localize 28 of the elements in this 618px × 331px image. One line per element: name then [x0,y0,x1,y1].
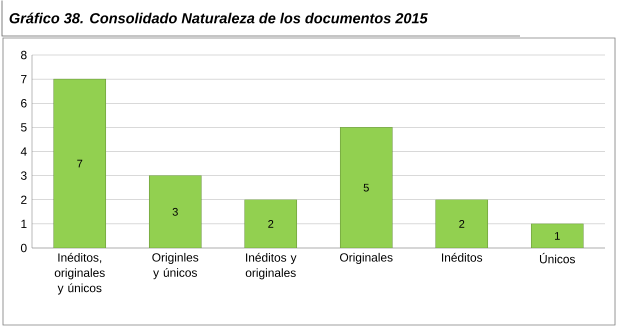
y-tick-label: 3 [20,171,27,180]
y-tick-label: 5 [20,123,27,132]
bar [435,199,488,248]
y-tick-label: 4 [20,147,27,156]
x-tick-label: Inéditos, originales y únicos [54,252,105,295]
data-label: 2 [459,220,464,228]
x-tick-label: Inéditos y originales [246,252,297,280]
y-tick-label: 7 [21,75,27,84]
x-tick-label: Originles y únicos [152,252,198,280]
x-tick-label: Únicos [540,252,575,264]
data-label: 7 [77,160,82,168]
data-label: 2 [268,220,274,228]
data-label: 5 [364,184,369,192]
x-tick-label: Originales [340,252,393,264]
y-tick-label: 6 [21,99,27,108]
bar [530,224,584,248]
y-tick-label: 8 [21,50,27,60]
y-tick-label: 2 [21,196,27,204]
y-tick-label: 0 [20,244,27,252]
bar [244,199,298,248]
y-tick-label: 1 [21,220,27,228]
bar [340,127,393,248]
data-label: 1 [555,232,560,240]
chart-title: Gráfico 38. Consolidado Naturaleza de los documentos 2015 [10,12,428,24]
x-tick-label: Inéditos [442,252,482,262]
data-label: 3 [172,208,178,216]
bar [53,78,106,248]
bar [148,175,202,248]
